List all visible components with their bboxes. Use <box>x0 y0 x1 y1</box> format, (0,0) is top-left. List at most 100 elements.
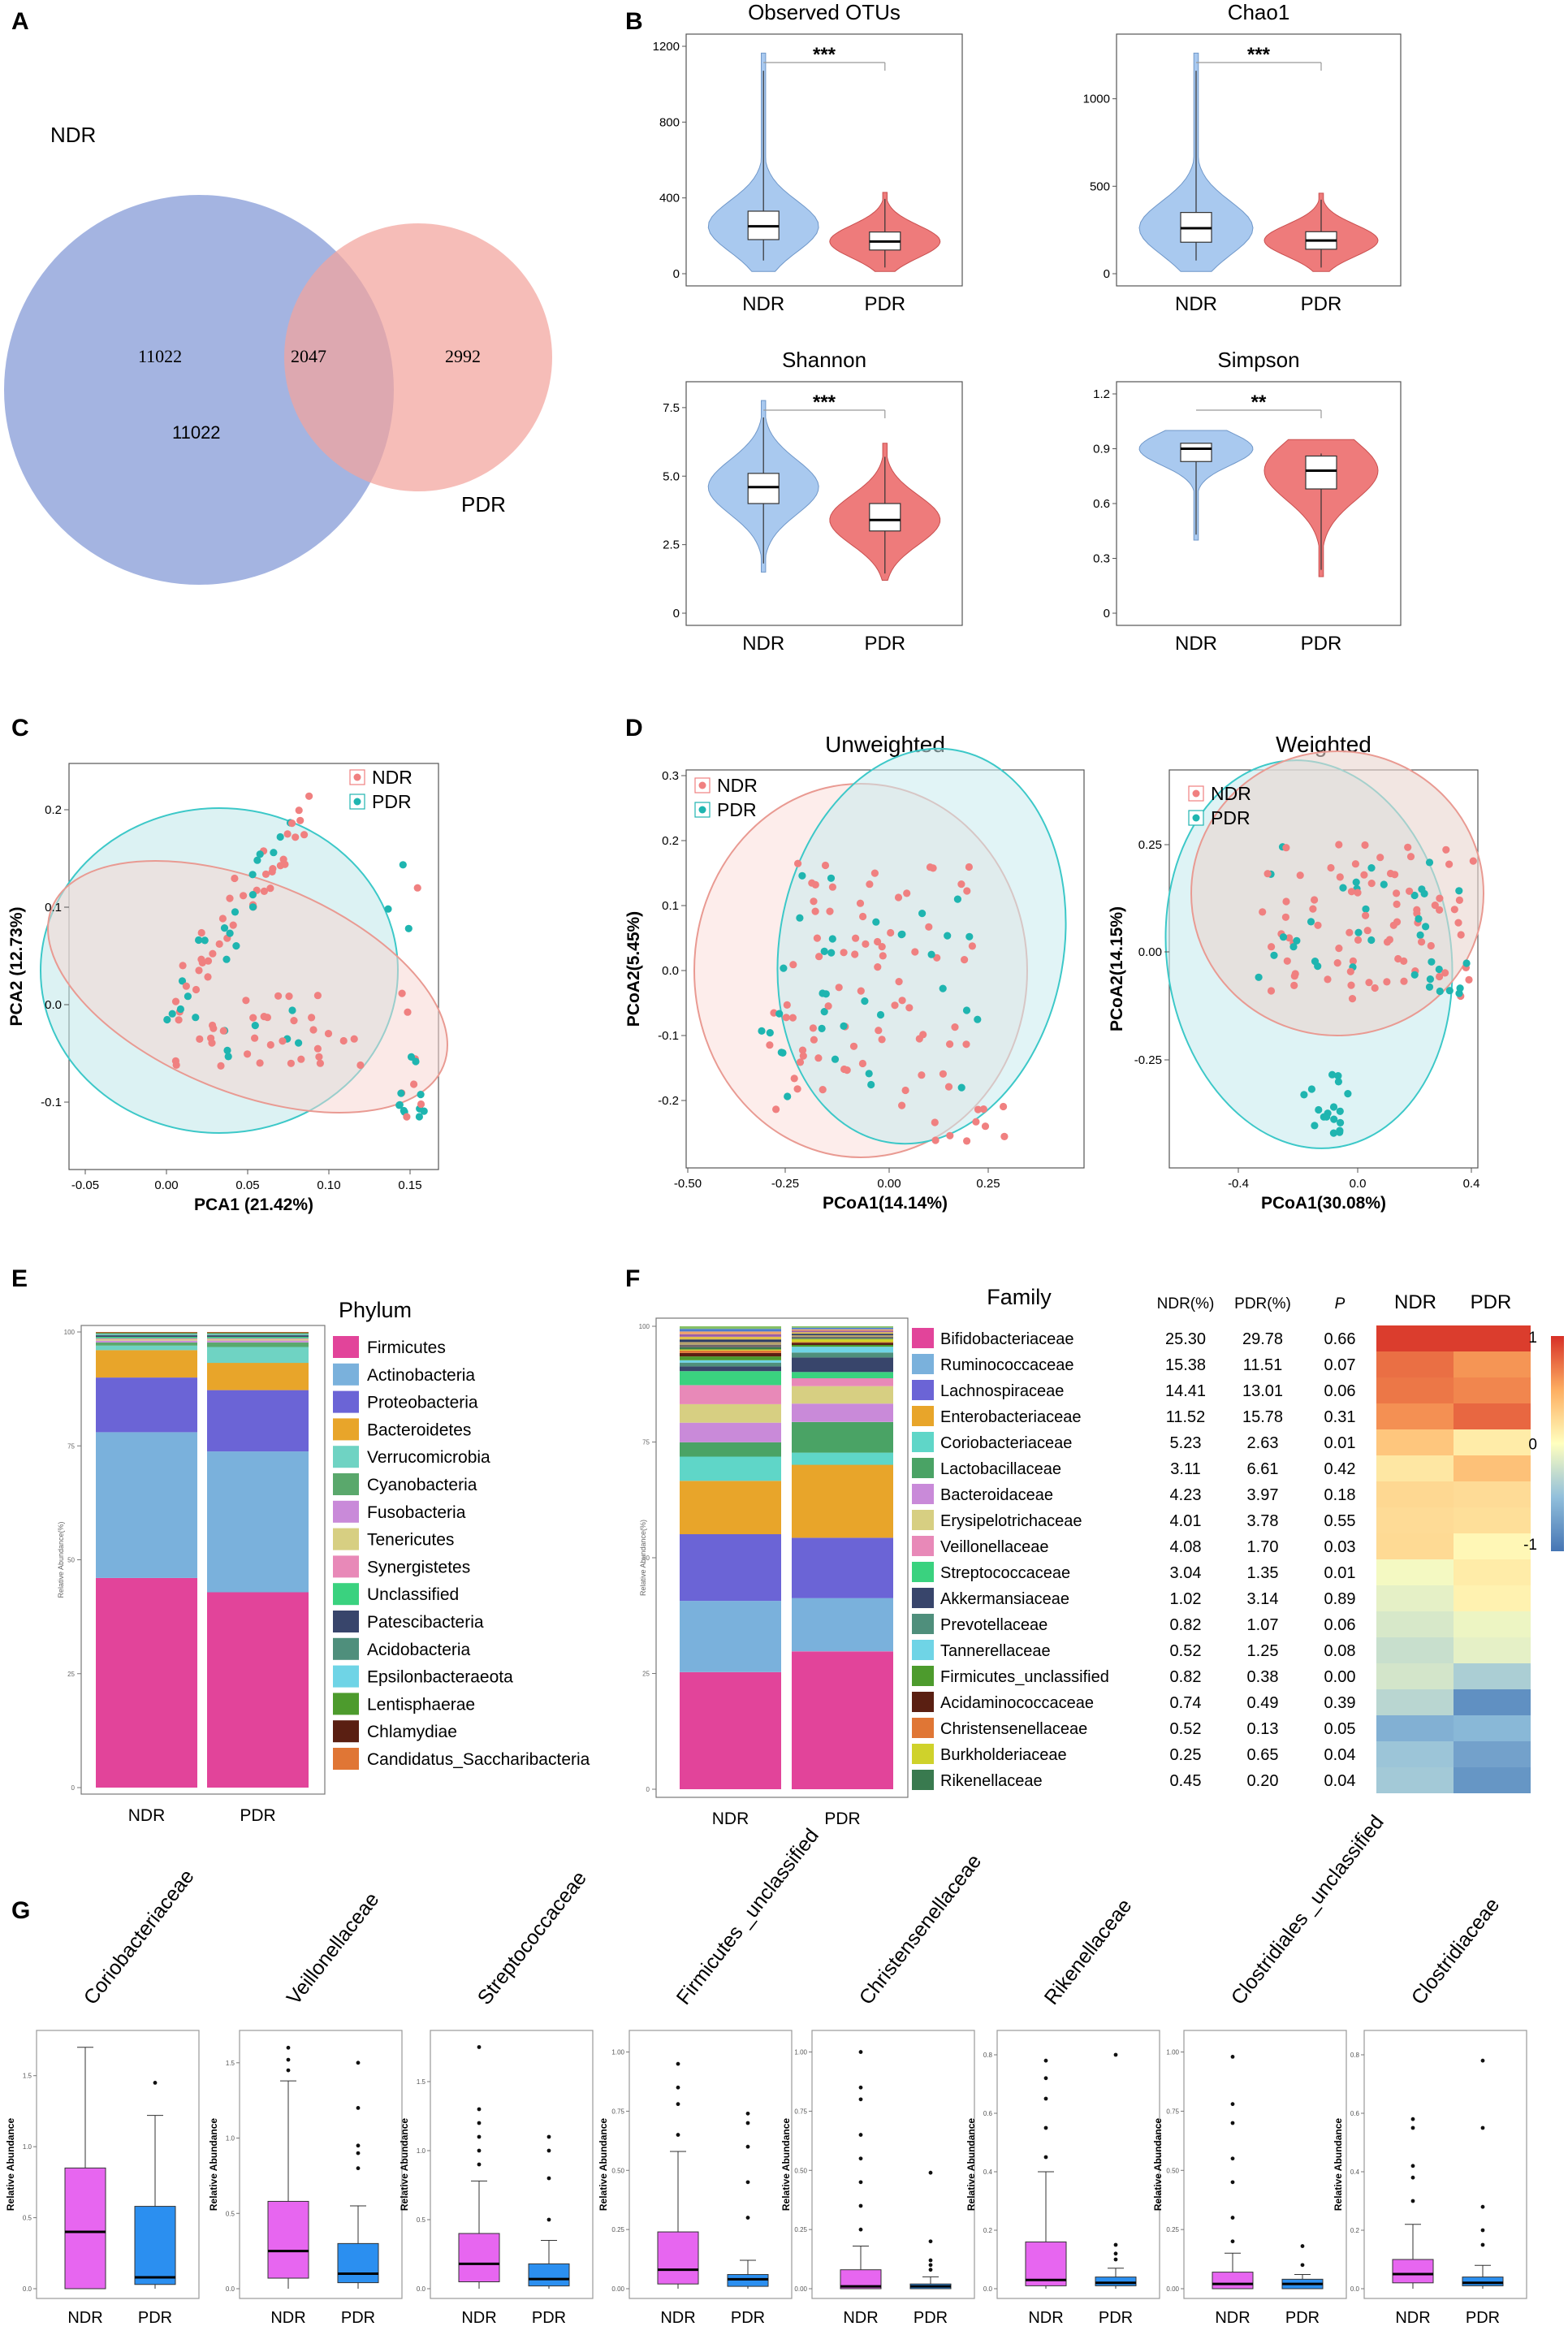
bar-segment-synergistetes <box>207 1338 309 1339</box>
heatmap-cell <box>1454 1585 1531 1611</box>
data-point <box>195 966 203 975</box>
table-cell-p: 0.08 <box>1324 1642 1356 1660</box>
x-tick-label: NDR <box>1395 2309 1430 2327</box>
data-point <box>324 1030 333 1038</box>
y-axis-label: PCA2 (12.73%) <box>7 906 26 1026</box>
boxplot-title: Clostridiaceae <box>1407 1894 1505 2009</box>
data-point <box>398 989 406 997</box>
legend-swatch <box>333 1528 359 1550</box>
bar-segment-other <box>680 1342 781 1345</box>
data-point <box>1289 943 1298 951</box>
pcoa-unweighted: Unweighted-0.50 -0.25 0.00 0.25-0.2-0.10.00… <box>624 732 1085 1213</box>
box-outlier <box>153 2081 158 2085</box>
panel-b: B Observed OTUs 0 400 800 1200 NDR PDR *** Chao1… <box>625 0 1402 655</box>
panel-a: A NDR PDR 11022 11022 2047 2992 <box>4 8 552 585</box>
data-point <box>1293 936 1301 945</box>
legend-swatch <box>912 1380 934 1400</box>
box-outlier <box>1043 2096 1048 2101</box>
table-cell-pdr: 1.07 <box>1247 1616 1279 1634</box>
y-tick-label: 100 <box>64 1329 76 1336</box>
heatmap-cell <box>1376 1637 1454 1663</box>
box-outlier <box>1230 2055 1235 2059</box>
legend-swatch <box>333 1637 359 1660</box>
bar-segment-veillonellaceae <box>680 1385 781 1404</box>
legend-label: Enterobacteriaceae <box>940 1408 1081 1426</box>
violin-title: Shannon <box>782 348 866 372</box>
bar-segment-synergistetes <box>96 1338 197 1339</box>
data-point <box>1469 857 1477 865</box>
x-tick-label: PDR <box>1466 2309 1500 2327</box>
box-outlier <box>286 2068 291 2073</box>
box-outlier <box>1480 2058 1485 2063</box>
boxplot-frame <box>1183 2030 1347 2299</box>
y-tick-label: 25 <box>642 1671 650 1678</box>
box-outlier <box>1113 2242 1118 2247</box>
data-point <box>1290 981 1298 989</box>
data-point <box>175 1016 183 1024</box>
box-outlier <box>858 2156 863 2161</box>
bar-segment-proteobacteria <box>96 1377 197 1433</box>
venn-count-pdr-only: 2992 <box>445 346 481 366</box>
bar-segment-actinobacteria <box>207 1451 309 1593</box>
box-ndr <box>657 2231 699 2285</box>
y-tick-label: 0.0 <box>45 998 62 1012</box>
data-point <box>1347 981 1355 989</box>
box-outlier <box>477 2162 482 2167</box>
data-point <box>1323 1113 1331 1121</box>
legend-swatch <box>333 1583 359 1606</box>
x-tick-label: 0.10 <box>317 1178 340 1192</box>
box-outlier <box>1230 2180 1235 2185</box>
boxplot-title: Coriobacteriaceae <box>80 1866 199 2009</box>
legend-swatch <box>912 1458 934 1478</box>
bar-segment-candidatus_saccharibacteria <box>207 1332 309 1333</box>
bar-segment-chlamydiae <box>207 1332 309 1334</box>
y-tick-label: 0.50 <box>611 2167 624 2174</box>
data-point <box>1346 928 1354 936</box>
y-tick-label: 50 <box>642 1555 650 1562</box>
table-cell-p: 0.00 <box>1324 1668 1356 1686</box>
pca-scatter: -0.05 0.00 0.05 0.10 0.15 -0.1 0.0 0.1 0.2 PCA1 (… <box>7 763 448 1214</box>
data-point <box>874 963 882 971</box>
data-point <box>1282 844 1290 852</box>
legend-swatch <box>912 1614 934 1634</box>
box-outlier <box>477 2107 482 2112</box>
data-point <box>1367 936 1376 945</box>
data-point <box>972 1118 980 1126</box>
y-tick-label: 800 <box>659 115 680 129</box>
legend-swatch <box>912 1692 934 1712</box>
table-cell-ndr: 4.23 <box>1170 1486 1202 1504</box>
box-outlier <box>928 2258 933 2263</box>
y-tick-label: 75 <box>642 1439 650 1446</box>
data-point <box>397 1089 405 1097</box>
bar-segment-other <box>792 1335 893 1337</box>
table-cell-p: 0.06 <box>1324 1616 1356 1634</box>
data-point <box>1335 945 1343 953</box>
table-cell-p: 0.06 <box>1324 1382 1356 1400</box>
y-tick-label: 0 <box>673 267 680 281</box>
bar-segment-ruminococcaceae <box>792 1598 893 1652</box>
panel-f: F 0 25 50 75 100 Relative Abundance(%) NDR PDR F… <box>625 1265 1564 1828</box>
y-tick-label: 0.0 <box>662 964 679 978</box>
table-cell-p: 0.01 <box>1324 1434 1356 1452</box>
box-outlier <box>1410 2125 1415 2130</box>
x-axis-label: PCoA1(14.14%) <box>823 1194 948 1213</box>
violin-frame <box>1116 381 1402 626</box>
data-point <box>1436 987 1444 996</box>
data-point <box>879 952 887 960</box>
data-point <box>274 992 283 1000</box>
data-point <box>288 1006 296 1014</box>
bar-segment-firmicutes <box>96 1577 197 1788</box>
data-point <box>856 899 865 907</box>
x-tick-label: -0.25 <box>771 1177 799 1191</box>
bar-segment-other <box>792 1330 893 1333</box>
legend-label: Burkholderiaceae <box>940 1746 1067 1764</box>
y-tick-label: 0.4 <box>1350 2169 1360 2176</box>
data-point <box>192 985 201 994</box>
data-point <box>1334 1072 1342 1080</box>
panel-g: G Coriobacteriaceae 0.0 0.5 1.0 1.5 Relative … <box>5 1811 1527 2327</box>
table-header: NDR(%) <box>1157 1295 1215 1312</box>
y-tick-label: 1.5 <box>23 2073 32 2080</box>
heatmap-cell <box>1376 1481 1454 1507</box>
box-outlier <box>858 2085 863 2090</box>
table-cell-pdr: 1.25 <box>1247 1642 1279 1660</box>
